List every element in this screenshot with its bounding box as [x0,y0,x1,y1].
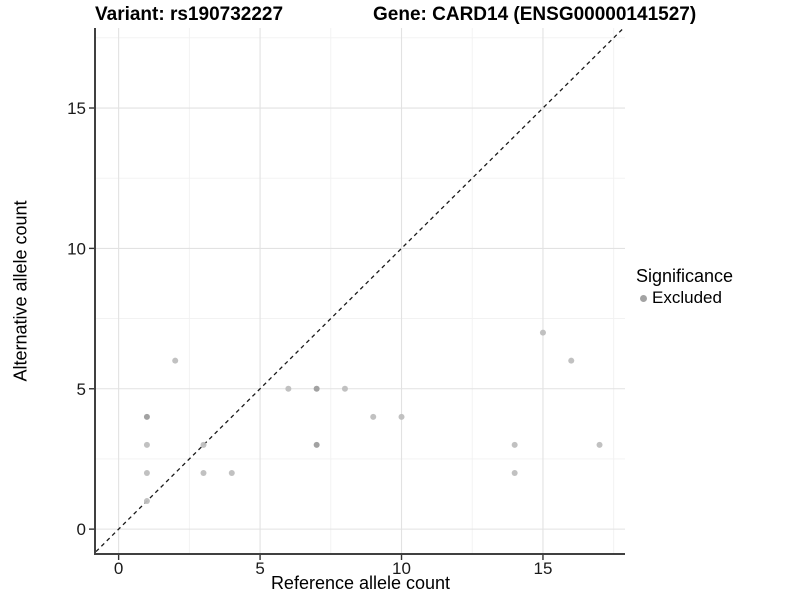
y-tick-label: 10 [67,239,86,258]
x-tick-label: 5 [255,559,264,578]
data-point [172,357,179,364]
x-tick-label: 0 [114,559,123,578]
data-point [143,469,150,476]
x-axis-title: Reference allele count [270,573,451,593]
data-point [143,441,150,448]
y-tick-label: 15 [67,99,86,118]
data-point [200,441,207,448]
data-point [539,329,546,336]
legend-title: Significance [636,266,734,286]
legend-item-label: Excluded [652,288,722,307]
identity-reference-line [95,27,625,553]
data-point [200,469,207,476]
y-tick-label: 0 [77,520,86,539]
data-point [228,469,235,476]
data-point [143,413,150,420]
legend-point-icon [640,294,647,302]
y-axis-title: Alternative allele count [10,200,31,382]
data-point [370,413,377,420]
data-point [341,385,348,392]
data-point [313,385,320,392]
data-point [568,357,575,364]
data-point [143,498,150,505]
data-point [285,385,292,392]
data-point [511,469,518,476]
y-tick-label: 5 [77,380,86,399]
variant-title: Variant: rs190732227 [95,4,284,25]
data-point [398,413,405,420]
data-point [596,441,603,448]
data-point [511,441,518,448]
legend: Significance Excluded [636,265,733,308]
data-point [313,441,320,448]
x-tick-label: 10 [392,559,411,578]
gene-title: Gene: CARD14 (ENSG00000141527) [373,4,697,25]
legend-item-excluded: Excluded [640,288,733,308]
x-tick-label: 15 [534,559,553,578]
